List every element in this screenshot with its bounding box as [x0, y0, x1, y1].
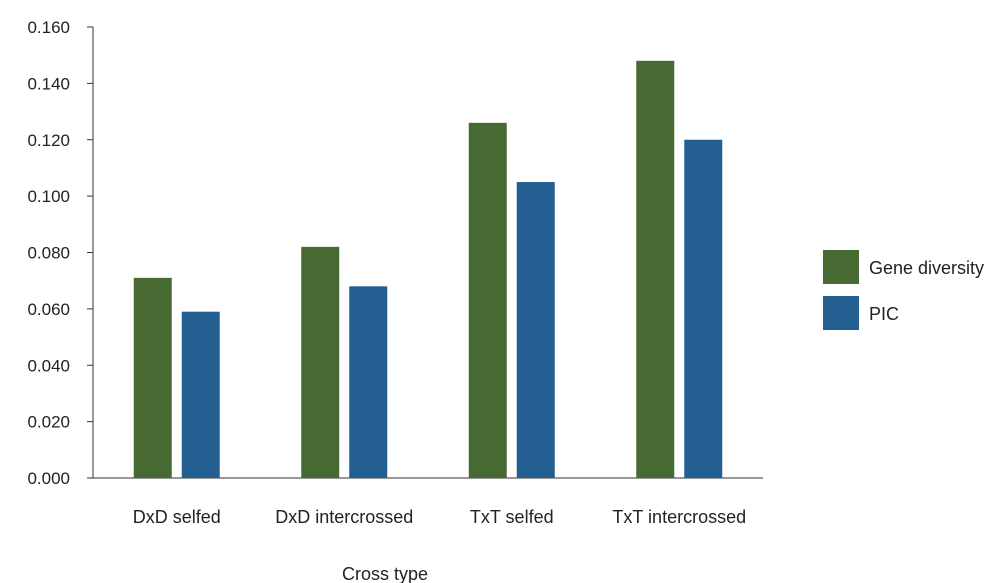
legend-label: Gene diversity — [869, 258, 984, 278]
bars — [134, 61, 723, 478]
y-tick-label: 0.140 — [27, 74, 70, 93]
bar-pic-3 — [517, 182, 555, 478]
legend-swatch — [823, 250, 859, 284]
y-tick-label: 0.080 — [27, 244, 70, 263]
x-tick-label: DxD intercrossed — [275, 507, 413, 527]
bar-gene-diversity-1 — [134, 278, 172, 478]
x-tick-label: TxT intercrossed — [612, 507, 746, 527]
bar-pic-4 — [684, 140, 722, 478]
bar-gene-diversity-3 — [469, 123, 507, 478]
y-tick-label: 0.160 — [27, 18, 70, 37]
x-axis-title: Cross type — [342, 564, 428, 583]
legend: Gene diversity PIC — [823, 250, 984, 330]
y-axis: 0.000 0.020 0.040 0.060 0.080 0.100 0.120 0.140… — [27, 18, 93, 488]
y-tick-label: 0.060 — [27, 300, 70, 319]
legend-swatch — [823, 296, 859, 330]
legend-label: PIC — [869, 304, 899, 324]
y-tick-label: 0.040 — [27, 356, 70, 375]
bar-pic-2 — [349, 286, 387, 478]
y-tick-label: 0.100 — [27, 187, 70, 206]
bar-gene-diversity-4 — [636, 61, 674, 478]
y-tick-label: 0.000 — [27, 469, 70, 488]
x-tick-label: TxT selfed — [470, 507, 554, 527]
bar-pic-1 — [182, 312, 220, 478]
y-tick-label: 0.120 — [27, 131, 70, 150]
bar-gene-diversity-2 — [301, 247, 339, 478]
x-tick-label: DxD selfed — [133, 507, 221, 527]
y-tick-label: 0.020 — [27, 413, 70, 432]
x-axis: DxD selfed DxD intercrossed TxT selfed TxT … — [93, 478, 763, 527]
